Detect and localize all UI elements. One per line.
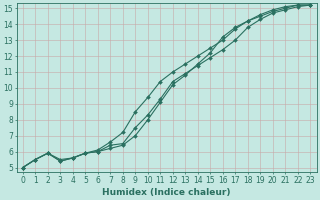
X-axis label: Humidex (Indice chaleur): Humidex (Indice chaleur): [102, 188, 231, 197]
